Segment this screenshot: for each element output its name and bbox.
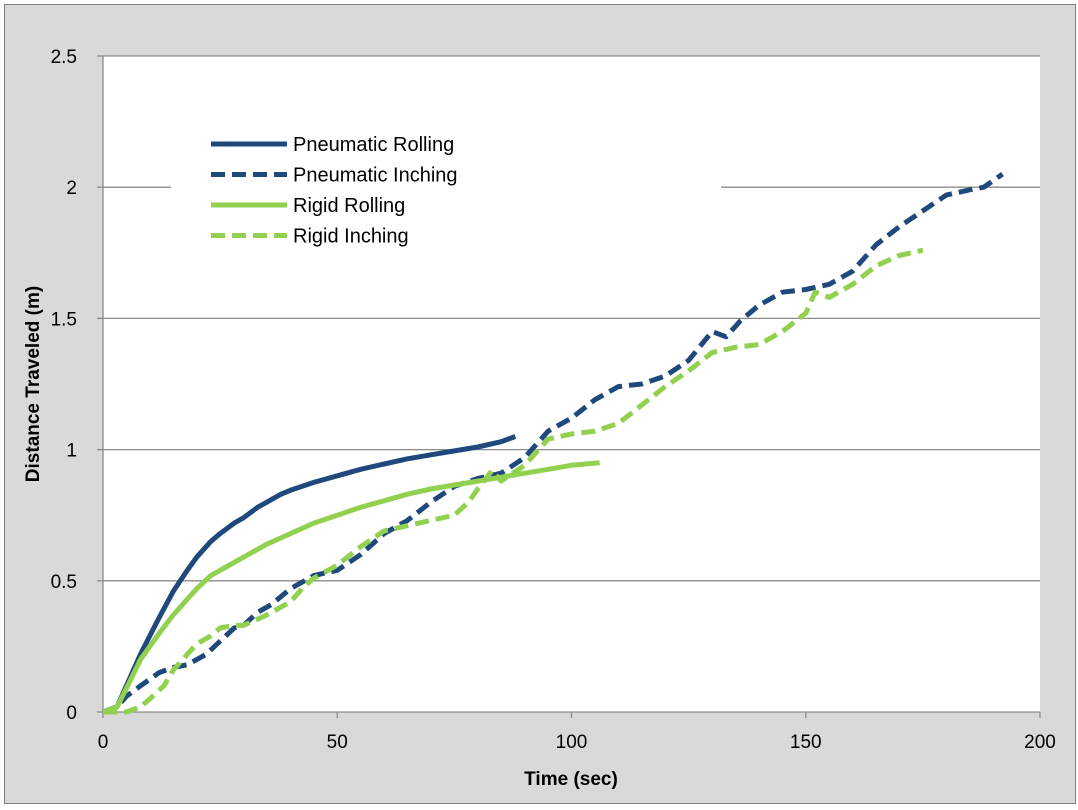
y-tick-label-0: 0 <box>66 703 77 724</box>
series-line-pneumatic-inching <box>102 172 1004 715</box>
y-tick-label-3: 1.5 <box>51 309 77 330</box>
chart-area: 0 50 100 150 200 0 0.5 1 1.5 2 2.5 Pneumatic Roll… <box>4 4 1076 804</box>
series-line-pneumatic-rolling <box>102 434 517 715</box>
x-tick-label-4: 200 <box>1024 732 1056 753</box>
legend: Pneumatic Rolling Pneumatic Inching Rigid … <box>171 118 721 252</box>
series-line-rigid-rolling <box>102 460 600 715</box>
series-line-rigid-inching <box>103 247 924 715</box>
y-axis-title: Distance Traveled (m) <box>23 286 44 482</box>
x-tick-label-3: 150 <box>790 732 822 753</box>
legend-label-2: Rigid Rolling <box>293 195 405 217</box>
line-chart: 0 50 100 150 200 0 0.5 1 1.5 2 2.5 Pneumatic Roll… <box>23 47 1056 790</box>
y-tick-label-4: 2 <box>66 178 77 199</box>
y-tick-label-2: 1 <box>66 441 77 462</box>
y-axis-ticks: 0 0.5 1 1.5 2 2.5 <box>51 47 103 724</box>
x-tick-label-1: 50 <box>327 732 348 753</box>
legend-label-0: Pneumatic Rolling <box>293 134 454 156</box>
x-tick-label-2: 100 <box>556 732 588 753</box>
y-tick-label-1: 0.5 <box>51 572 77 593</box>
legend-box <box>171 118 721 252</box>
y-tick-label-5: 2.5 <box>51 47 77 68</box>
x-axis-ticks: 0 50 100 150 200 <box>98 712 1056 753</box>
x-tick-label-0: 0 <box>98 732 109 753</box>
x-axis-title: Time (sec) <box>524 769 618 790</box>
legend-label-3: Rigid Inching <box>293 226 409 248</box>
series-lines <box>102 172 1004 715</box>
legend-label-1: Pneumatic Inching <box>293 165 458 187</box>
